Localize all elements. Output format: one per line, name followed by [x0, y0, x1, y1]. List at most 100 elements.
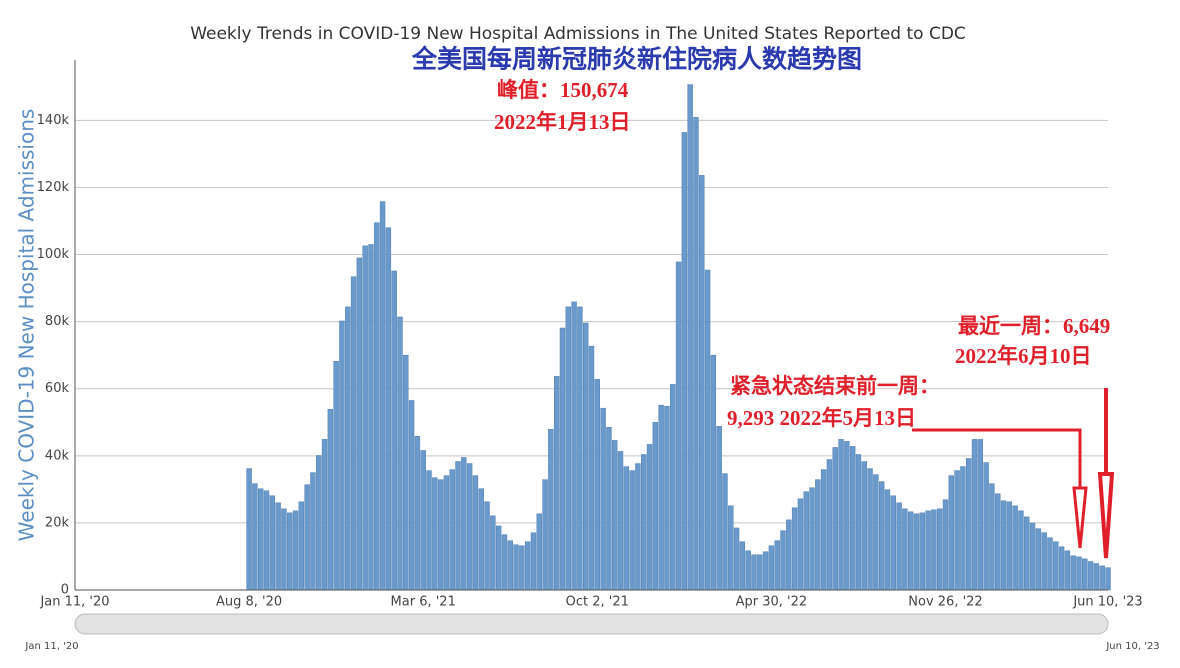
- bar: [954, 470, 960, 591]
- annotation: 2022年1月13日: [494, 110, 631, 134]
- bar: [1058, 546, 1065, 591]
- bar: [577, 306, 583, 591]
- chart-title: Weekly Trends in COVID-19 New Hospital A…: [190, 24, 966, 44]
- bar: [333, 360, 339, 591]
- bar: [1000, 500, 1007, 591]
- bar: [693, 117, 699, 591]
- x-tick-label: Apr 30, '22: [736, 595, 808, 610]
- bar: [878, 481, 885, 591]
- bar: [1076, 556, 1082, 591]
- bar: [316, 455, 322, 591]
- bar: [408, 400, 415, 591]
- bar: [844, 441, 850, 591]
- bar: [838, 439, 844, 591]
- bar: [403, 354, 409, 591]
- bar: [797, 498, 804, 591]
- bar: [362, 245, 368, 591]
- bar: [855, 454, 862, 591]
- y-tick-label: 120k: [37, 180, 70, 195]
- bar: [809, 487, 815, 591]
- annotation: 最近一周：6,649: [958, 314, 1110, 338]
- bar: [948, 475, 955, 591]
- bar: [762, 551, 769, 591]
- bar: [919, 512, 925, 591]
- bar: [861, 461, 867, 591]
- bar: [292, 510, 299, 591]
- bar: [559, 327, 566, 591]
- bar: [971, 439, 978, 591]
- bar: [774, 540, 780, 591]
- bar: [1087, 561, 1094, 591]
- bar: [582, 322, 589, 591]
- bar: [960, 466, 966, 591]
- bar: [832, 447, 838, 591]
- bar: [1105, 567, 1111, 591]
- bar: [310, 472, 316, 591]
- range-end-label: Jun 10, '23: [1105, 641, 1159, 652]
- range-slider[interactable]: [74, 613, 1109, 635]
- bar: [1029, 522, 1036, 591]
- bar: [716, 426, 722, 591]
- bar: [1035, 528, 1042, 591]
- bar: [896, 502, 902, 591]
- range-start-label: Jan 11, '20: [24, 641, 78, 652]
- bar: [478, 488, 484, 591]
- bar: [426, 470, 432, 591]
- bar: [258, 488, 264, 591]
- bar: [461, 457, 467, 591]
- bar: [432, 477, 438, 591]
- bar: [966, 458, 972, 591]
- bar: [826, 459, 833, 591]
- bar: [768, 545, 775, 591]
- bar: [820, 469, 827, 591]
- bar: [437, 479, 444, 591]
- bar: [246, 468, 252, 591]
- bar: [635, 463, 641, 591]
- bar: [368, 244, 374, 591]
- bar: [989, 483, 995, 591]
- bar: [507, 540, 513, 591]
- bar: [623, 466, 630, 591]
- bar: [548, 429, 554, 591]
- bar: [519, 545, 525, 591]
- bar: [1070, 555, 1076, 591]
- bar: [1064, 550, 1071, 591]
- x-tick-label: Jun 10, '23: [1072, 595, 1142, 610]
- bar: [977, 439, 984, 591]
- bar: [710, 354, 717, 591]
- bar: [1093, 563, 1100, 591]
- bar: [345, 306, 351, 591]
- bar: [443, 475, 450, 591]
- annotation: 9,293 2022年5月13日: [727, 406, 916, 430]
- bar: [263, 490, 270, 591]
- arrow: [912, 428, 1088, 549]
- bar: [675, 261, 682, 591]
- bar: [907, 511, 914, 591]
- bar: [397, 316, 403, 591]
- bar: [385, 227, 392, 591]
- annotation: 2022年6月10日: [955, 344, 1092, 368]
- bar: [571, 301, 577, 591]
- bar: [699, 175, 705, 591]
- bar: [1012, 505, 1018, 591]
- bar: [484, 501, 490, 591]
- arrow: [1097, 388, 1115, 559]
- bar: [594, 379, 601, 591]
- bar: [803, 491, 809, 591]
- bar: [937, 508, 943, 591]
- bar: [391, 270, 397, 591]
- bar: [530, 532, 537, 591]
- bar: [374, 222, 380, 591]
- x-tick-label: Mar 6, '21: [391, 595, 456, 610]
- bar: [1053, 541, 1059, 591]
- bar: [1047, 537, 1053, 591]
- bar: [553, 376, 560, 591]
- bar: [501, 534, 508, 591]
- bar: [890, 495, 896, 591]
- bar: [728, 505, 734, 591]
- bar: [664, 405, 670, 591]
- bar: [884, 489, 891, 591]
- y-tick-label: 20k: [45, 515, 70, 530]
- bar: [472, 475, 479, 591]
